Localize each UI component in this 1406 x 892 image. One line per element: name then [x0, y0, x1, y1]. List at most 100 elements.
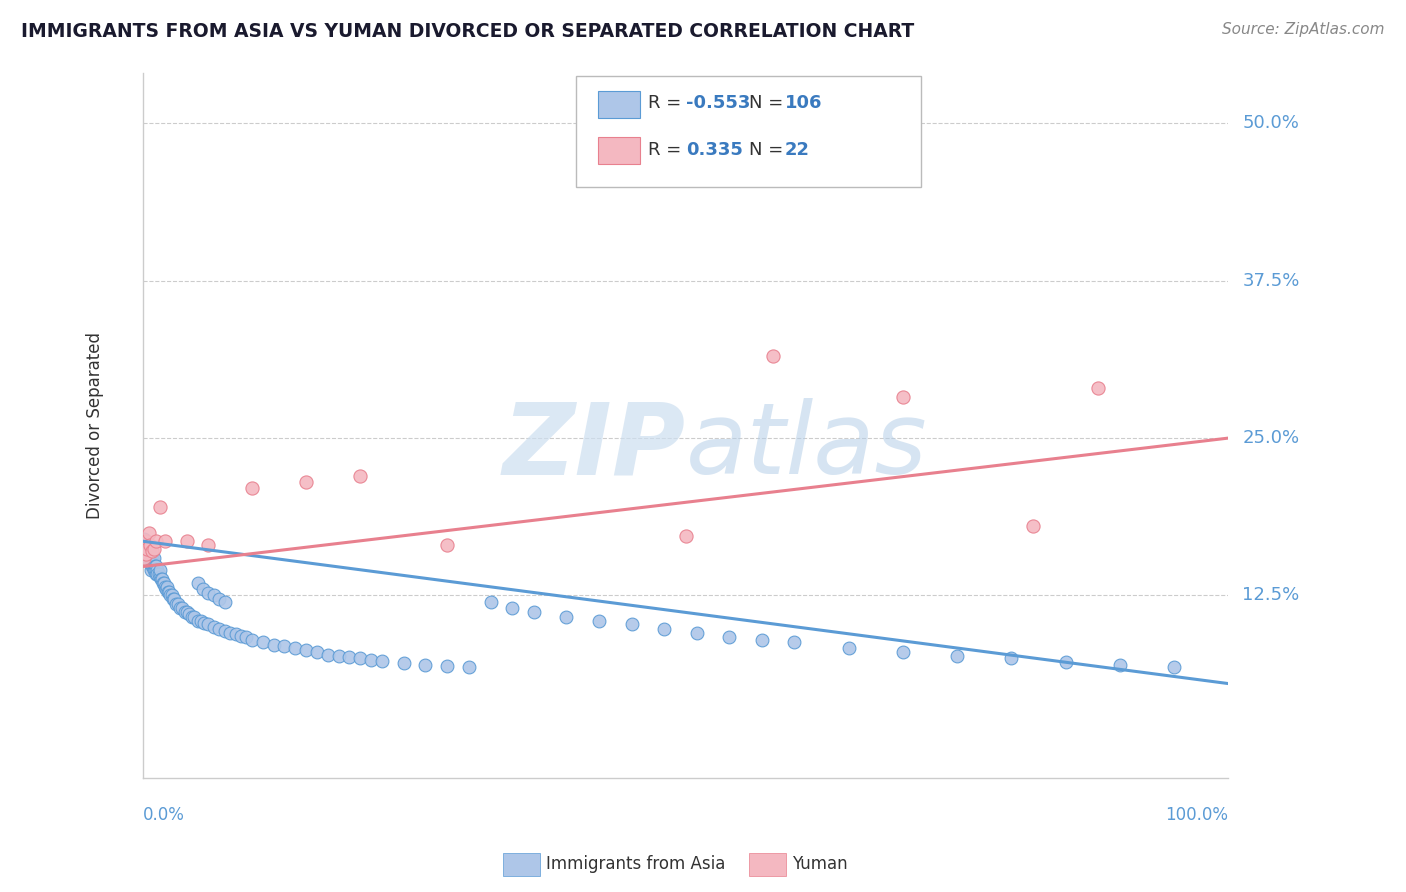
Point [436, 538, 458, 552]
Point [143, 557, 166, 571]
Point [620, 617, 643, 632]
Point [134, 550, 156, 565]
Text: 0.335: 0.335 [686, 141, 742, 159]
Text: N =: N = [749, 141, 789, 159]
Point [295, 475, 318, 490]
Point [146, 567, 169, 582]
Point [891, 645, 914, 659]
Point [138, 525, 160, 540]
Point [252, 635, 274, 649]
Text: Divorced or Separated: Divorced or Separated [86, 332, 104, 519]
Point [392, 657, 415, 671]
Point [436, 659, 458, 673]
Point [202, 589, 225, 603]
Point [138, 554, 160, 568]
Point [139, 538, 162, 552]
Point [139, 541, 162, 556]
Point [191, 582, 214, 596]
Point [718, 630, 741, 644]
Point [153, 534, 176, 549]
Point [172, 601, 194, 615]
Point [229, 629, 252, 643]
Point [149, 572, 172, 586]
Point [349, 468, 371, 483]
Point [235, 630, 257, 644]
Point [686, 626, 709, 640]
Point [214, 595, 236, 609]
Point [134, 534, 156, 549]
Point [142, 554, 165, 568]
Text: Yuman: Yuman [792, 855, 848, 873]
Point [675, 529, 697, 543]
Point [415, 657, 437, 672]
Point [139, 554, 162, 568]
Point [197, 586, 219, 600]
Text: 25.0%: 25.0% [1243, 429, 1299, 447]
Point [225, 627, 247, 641]
Point [501, 601, 523, 615]
Point [273, 639, 295, 653]
Point [457, 660, 479, 674]
Point [187, 575, 209, 590]
Point [143, 563, 166, 577]
Point [145, 534, 167, 549]
Text: 12.5%: 12.5% [1243, 586, 1299, 605]
Point [135, 541, 157, 556]
Text: -0.553: -0.553 [686, 95, 751, 112]
Text: N =: N = [749, 95, 789, 112]
Point [177, 607, 200, 622]
Point [143, 550, 166, 565]
Point [891, 390, 914, 404]
Text: R =: R = [648, 141, 688, 159]
Point [176, 534, 198, 549]
Text: atlas: atlas [686, 398, 928, 495]
Point [240, 482, 263, 496]
Point [183, 610, 205, 624]
Point [135, 547, 157, 561]
Point [197, 538, 219, 552]
Point [316, 648, 339, 662]
Point [588, 614, 610, 628]
Point [1163, 660, 1185, 674]
Point [139, 563, 162, 577]
Point [339, 650, 361, 665]
Point [139, 547, 162, 561]
Point [176, 605, 198, 619]
Point [555, 610, 578, 624]
Point [155, 582, 177, 596]
Point [143, 563, 166, 577]
Point [138, 550, 160, 565]
Text: IMMIGRANTS FROM ASIA VS YUMAN DIVORCED OR SEPARATED CORRELATION CHART: IMMIGRANTS FROM ASIA VS YUMAN DIVORCED O… [21, 22, 914, 41]
Text: 50.0%: 50.0% [1243, 114, 1299, 132]
Point [149, 500, 172, 515]
Point [751, 632, 773, 647]
Point [152, 575, 174, 590]
Point [284, 641, 307, 656]
Point [143, 559, 166, 574]
Point [202, 620, 225, 634]
Point [139, 550, 162, 565]
Point [162, 592, 184, 607]
Point [328, 648, 350, 663]
Point [1087, 381, 1109, 395]
Point [783, 635, 806, 649]
Point [190, 614, 212, 628]
Point [371, 654, 394, 668]
Text: ZIP: ZIP [503, 398, 686, 495]
Point [153, 580, 176, 594]
Point [1000, 651, 1022, 665]
Point [157, 584, 180, 599]
Point [173, 605, 195, 619]
Point [150, 572, 173, 586]
Point [1108, 657, 1130, 672]
Point [240, 632, 263, 647]
Point [136, 547, 159, 561]
Point [197, 617, 219, 632]
Point [156, 580, 179, 594]
Point [263, 638, 285, 652]
Point [145, 559, 167, 574]
Point [479, 595, 502, 609]
Point [149, 569, 172, 583]
Point [146, 563, 169, 577]
Text: Source: ZipAtlas.com: Source: ZipAtlas.com [1222, 22, 1385, 37]
